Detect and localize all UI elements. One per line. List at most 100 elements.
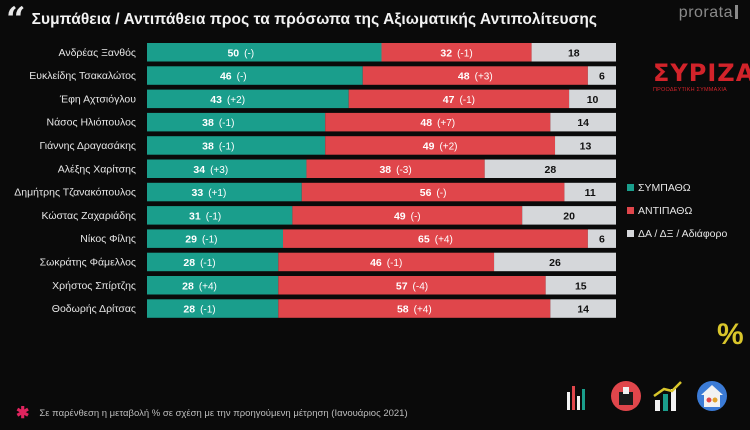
value-number: 20	[563, 210, 575, 222]
growth-chart-icon	[653, 381, 682, 411]
bar-antipathy	[278, 252, 495, 272]
value-label: 6	[599, 234, 605, 246]
category-label: Θοδωρής Δρίτσας	[52, 303, 136, 315]
bar-chart-icon	[567, 386, 585, 410]
value-number: 43	[210, 94, 222, 106]
bar-antipathy	[292, 206, 523, 225]
bar-neutral	[550, 112, 616, 132]
value-label: 33 (+1)	[192, 187, 227, 199]
bar-sympathy	[147, 206, 293, 225]
percent-icon: %	[717, 318, 744, 351]
change-label: (-1)	[459, 95, 475, 106]
value-number: 38	[202, 140, 214, 152]
legend-label: ΔΑ / ΔΞ / Αδιάφορο	[638, 227, 728, 240]
value-number: 33	[192, 187, 204, 199]
footnote-text: Σε παρένθεση η μεταβολή % σε σχέση με τη…	[39, 407, 408, 419]
change-label: (-1)	[387, 258, 403, 269]
change-label: (+2)	[227, 95, 245, 106]
bar-neutral	[555, 136, 616, 155]
value-label: 14	[577, 117, 589, 129]
bar-antipathy	[301, 182, 565, 202]
bar-neutral	[531, 43, 616, 62]
value-number: 65	[418, 234, 430, 246]
value-number: 57	[396, 280, 408, 292]
bar-neutral	[587, 229, 616, 248]
value-label: 58 (+4)	[397, 304, 432, 316]
bar-sympathy	[147, 136, 326, 155]
value-number: 47	[443, 94, 455, 106]
value-number: 15	[575, 280, 587, 292]
bar-antipathy	[325, 112, 551, 132]
value-label: 56 (-)	[420, 187, 447, 199]
value-label: 49 (-)	[394, 210, 421, 222]
value-number: 38	[379, 164, 391, 176]
bar-neutral	[522, 206, 616, 225]
bar-sympathy	[147, 182, 302, 202]
bar-sympathy	[147, 299, 279, 318]
change-label: (-)	[237, 72, 247, 83]
legend-item: ΔΑ / ΔΞ / Αδιάφορο	[627, 222, 727, 245]
bar-antipathy	[278, 276, 546, 295]
value-label: 10	[587, 94, 599, 106]
bar-antipathy	[348, 89, 570, 109]
value-number: 28	[544, 164, 556, 176]
value-label: 48 (+7)	[420, 117, 455, 129]
value-number: 6	[599, 71, 605, 83]
change-label: (-)	[436, 188, 446, 199]
brand-name: prorata	[678, 4, 733, 21]
change-label: (-1)	[219, 118, 235, 129]
asterisk-icon: ✱	[16, 405, 30, 422]
value-number: 34	[193, 164, 205, 176]
change-label: (+7)	[437, 118, 455, 129]
change-label: (+2)	[439, 141, 457, 152]
title-row: “ Συμπάθεια / Αντιπάθεια προς τα πρόσωπα…	[6, 0, 598, 40]
change-label: (-1)	[202, 235, 218, 246]
bar-sympathy	[147, 276, 279, 295]
value-number: 46	[220, 71, 232, 83]
bar-sympathy	[147, 159, 307, 178]
category-label: Κώστας Ζαχαριάδης	[41, 210, 136, 222]
bar-antipathy	[306, 159, 485, 178]
value-number: 31	[189, 210, 201, 222]
value-label: 26	[549, 257, 561, 269]
chart-title: Συμπάθεια / Αντιπάθεια προς τα πρόσωπα τ…	[31, 11, 598, 28]
change-label: (+3)	[475, 72, 493, 83]
change-label: (-1)	[206, 211, 222, 222]
value-label: 32 (-1)	[440, 47, 472, 59]
legend-swatch	[627, 207, 634, 214]
change-label: (-1)	[200, 305, 216, 316]
party-logo: ΣΥΡΙΖΑ ΠΡΟΟΔΕΥΤΙΚΗ ΣΥΜΜΑΧΙΑ	[653, 60, 750, 93]
change-label: (-1)	[457, 48, 473, 59]
value-number: 50	[227, 47, 239, 59]
category-label: Δημήτρης Τζανακόπουλος	[14, 187, 136, 199]
bar-antipathy	[381, 43, 532, 62]
value-label: 48 (+3)	[458, 71, 493, 83]
value-label: 13	[580, 140, 592, 152]
value-number: 48	[458, 71, 470, 83]
value-label: 38 (-3)	[379, 164, 411, 176]
category-label: Γιάννης Δραγασάκης	[39, 140, 136, 152]
bar-antipathy	[278, 299, 551, 318]
footnote: ✱ Σε παρένθεση η μεταβολή % σε σχέση με …	[16, 403, 408, 423]
value-number: 26	[549, 257, 561, 269]
legend-swatch	[627, 230, 634, 237]
category-label: Έφη Αχτσιόγλου	[59, 93, 136, 105]
bar-neutral	[550, 299, 616, 318]
value-label: 38 (-1)	[202, 117, 234, 129]
value-label: 34 (+3)	[193, 164, 228, 176]
value-number: 28	[182, 280, 194, 292]
value-label: 14	[577, 304, 589, 316]
value-label: 20	[563, 210, 575, 222]
value-label: 46 (-)	[220, 71, 247, 83]
category-label: Χρήστος Σπίρτζης	[52, 280, 136, 292]
value-number: 32	[440, 47, 452, 59]
value-label: 57 (-4)	[396, 280, 428, 292]
legend-item: ΣΥΜΠΑΘΩ	[627, 176, 727, 199]
change-label: (+1)	[208, 188, 226, 199]
category-label: Ανδρέας Ξανθός	[59, 47, 137, 59]
change-label: (-)	[244, 48, 254, 59]
bar-sympathy	[147, 89, 349, 109]
change-label: (-1)	[200, 258, 216, 269]
quote-mark-icon: “	[6, 0, 26, 40]
